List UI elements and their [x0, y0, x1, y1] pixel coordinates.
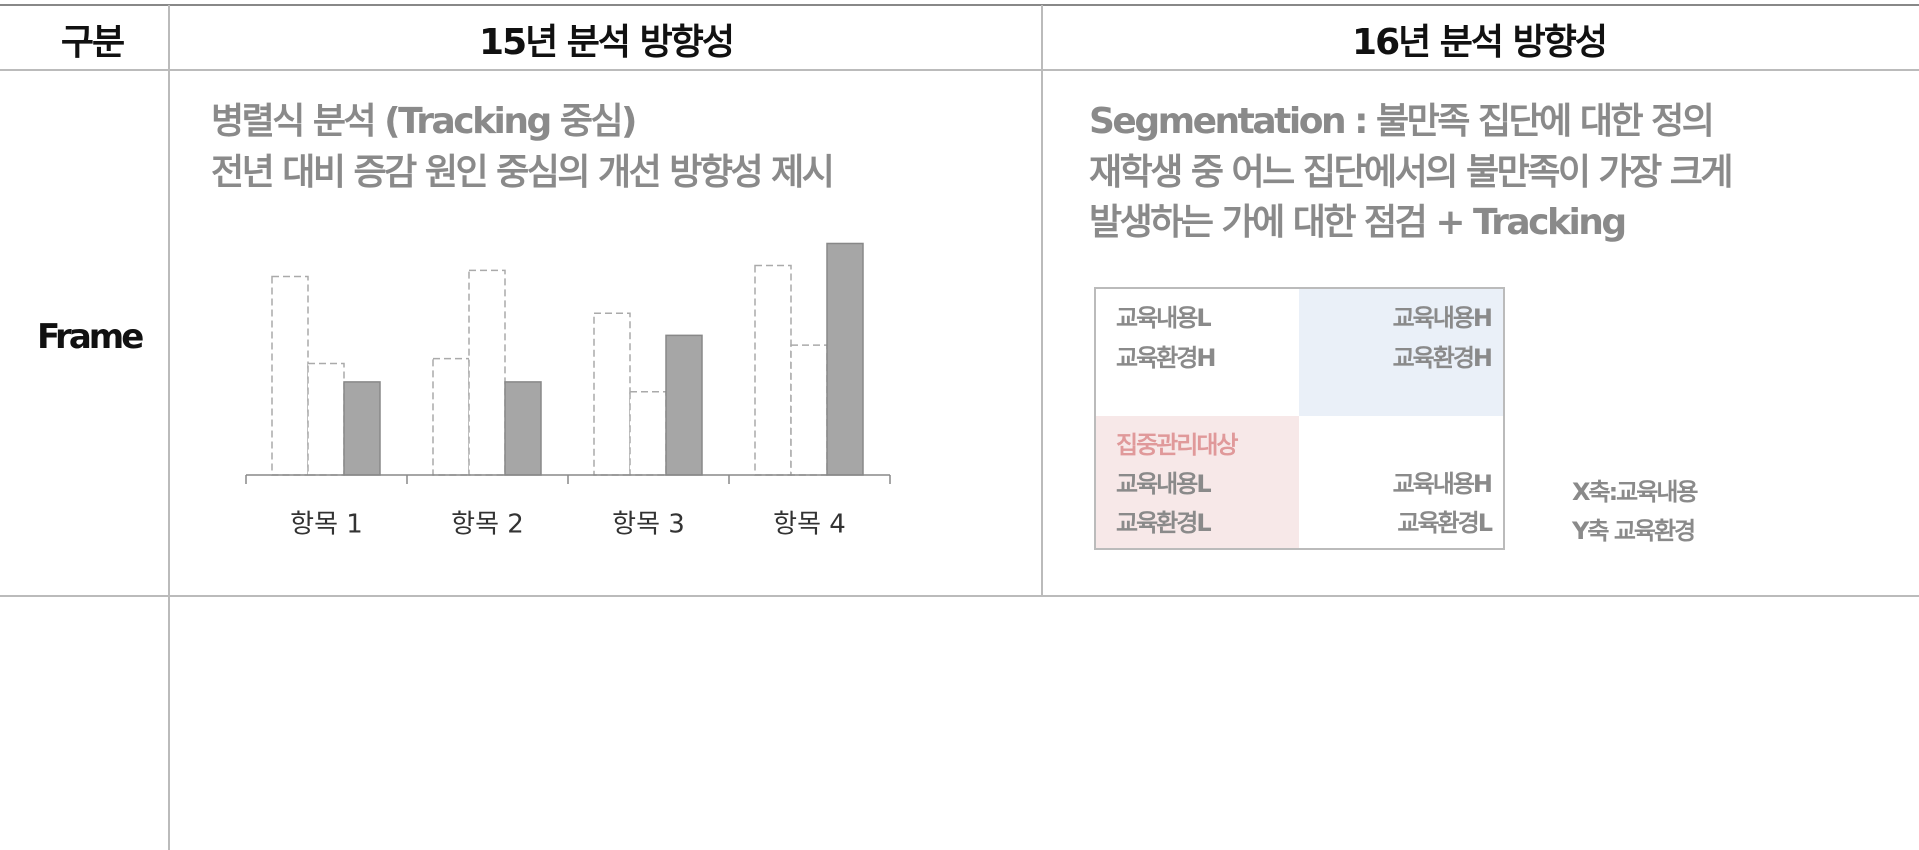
- matrix-text: 교육내용H: [1392, 470, 1493, 498]
- x-tick-label: 항목 2: [451, 510, 524, 540]
- bar: [504, 381, 542, 476]
- x-tick-label: 항목 4: [773, 510, 846, 540]
- bar: [593, 312, 631, 476]
- matrix-text: 교육내용L: [1116, 470, 1212, 498]
- matrix-cell-high: [1299, 288, 1504, 416]
- axis-note: Y축 교육환경: [1572, 517, 1696, 545]
- x-tick-label: 항목 1: [290, 510, 363, 540]
- matrix-text: 교육환경H: [1392, 344, 1493, 372]
- axis-note: X축:교육내용: [1572, 478, 1699, 506]
- bar: [665, 334, 703, 476]
- matrix-text: 교육내용H: [1392, 304, 1493, 332]
- row-label: Frame: [37, 317, 144, 357]
- bar: [343, 381, 381, 476]
- x-tick-label: 항목 3: [612, 510, 685, 540]
- matrix-cell-focus: [1095, 416, 1299, 549]
- right-text: 재학생 중 어느 집단에서의 불만족이 가장 크게: [1089, 152, 1733, 193]
- bar: [629, 390, 667, 476]
- matrix-title: 집중관리대상: [1116, 431, 1238, 459]
- matrix-text: 교육환경L: [1397, 509, 1493, 537]
- header-cell: 16년 분석 방향성: [1352, 22, 1608, 63]
- matrix-text: 교육환경L: [1116, 509, 1212, 537]
- bar: [307, 362, 345, 476]
- left-text: 전년 대비 증감 원인 중심의 개선 방향성 제시: [211, 152, 835, 193]
- header-cell: 15년 분석 방향성: [479, 22, 735, 63]
- left-text: 병렬식 분석 (Tracking 중심): [211, 101, 638, 142]
- bar: [826, 242, 864, 476]
- bar: [468, 269, 506, 476]
- bar: [754, 264, 792, 476]
- matrix-text: 교육내용L: [1116, 304, 1212, 332]
- matrix-text: 교육환경H: [1116, 344, 1216, 372]
- bar: [271, 275, 309, 476]
- bar: [432, 357, 470, 476]
- right-text: 발생하는 가에 대한 점검 + Tracking: [1089, 202, 1627, 243]
- header-cell: 구분: [60, 22, 125, 63]
- bar: [790, 344, 828, 476]
- matrix-border: [1094, 287, 1505, 550]
- right-text: Segmentation : 불만족 집단에 대한 정의: [1089, 101, 1715, 142]
